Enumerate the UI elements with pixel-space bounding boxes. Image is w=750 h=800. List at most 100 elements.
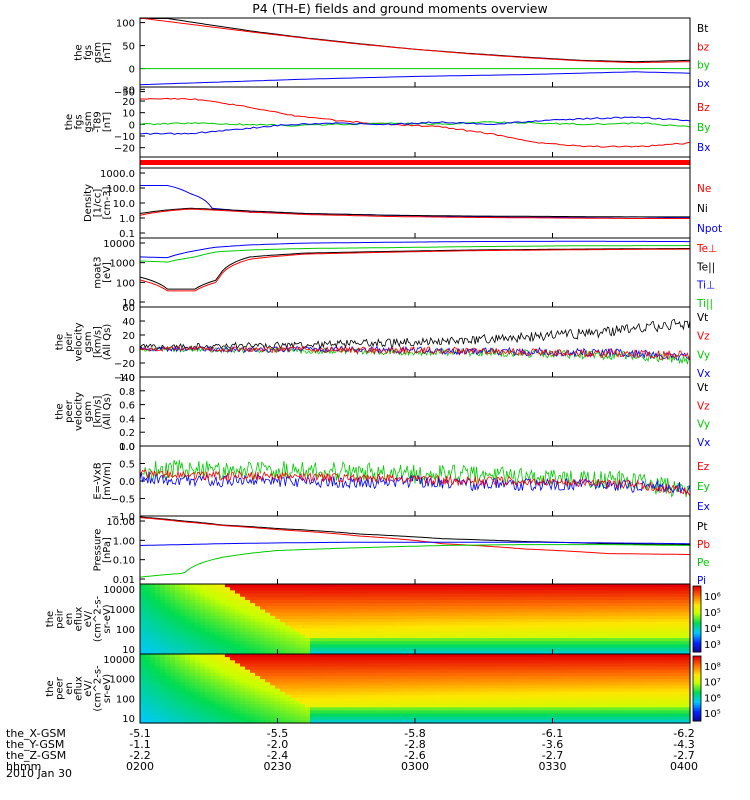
heatmap-cell <box>540 660 546 665</box>
heatmap-cell <box>500 704 506 708</box>
heatmap-cell <box>150 672 156 677</box>
heatmap-cell <box>495 704 501 708</box>
heatmap-cell <box>270 641 276 646</box>
heatmap-cell <box>580 701 586 705</box>
heatmap-cell <box>525 612 531 617</box>
heatmap-cell <box>370 660 376 665</box>
heatmap-cell <box>560 704 566 708</box>
heatmap-cell <box>195 666 201 671</box>
y-tick-label: 10000 <box>103 655 135 666</box>
heatmap-cell <box>655 713 661 718</box>
heatmap-cell <box>650 644 656 649</box>
heatmap-cell <box>400 657 406 661</box>
heatmap-cell <box>285 660 291 665</box>
heatmap-cell <box>570 606 576 611</box>
heatmap-cell <box>665 596 671 601</box>
heatmap-cell <box>660 682 666 686</box>
heatmap-cell <box>335 628 341 633</box>
heatmap-cell <box>210 669 216 674</box>
heatmap-cell <box>430 628 436 633</box>
heatmap-cell <box>490 685 496 690</box>
heatmap-cell <box>270 622 276 626</box>
heatmap-cell <box>205 631 211 636</box>
heatmap-cell <box>335 609 341 614</box>
heatmap-cell <box>555 719 561 724</box>
heatmap-cell <box>600 622 606 626</box>
heatmap-cell <box>395 672 401 677</box>
heatmap-cell <box>460 650 466 655</box>
heatmap-cell <box>235 638 241 642</box>
heatmap-cell <box>140 615 146 620</box>
heatmap-cell <box>195 590 201 595</box>
heatmap-cell <box>660 641 666 646</box>
heatmap-cell <box>665 625 671 630</box>
heatmap-cell <box>685 638 691 642</box>
y-tick-label: 60 <box>122 303 135 314</box>
heatmap-cell <box>585 672 591 677</box>
heatmap-cell <box>585 599 591 604</box>
heatmap-cell <box>490 590 496 595</box>
heatmap-cell <box>440 697 446 702</box>
heatmap-cell <box>230 707 236 712</box>
heatmap-cell <box>655 704 661 708</box>
heatmap-cell <box>320 704 326 708</box>
heatmap-cell <box>630 713 636 718</box>
heatmap-cell <box>270 615 276 620</box>
heatmap-cell <box>165 688 171 693</box>
heatmap-cell <box>615 628 621 633</box>
heatmap-cell <box>285 657 291 661</box>
heatmap-cell <box>655 584 661 588</box>
heatmap-cell <box>345 587 351 591</box>
y-tick-label: 0.2 <box>119 428 135 439</box>
heatmap-cell <box>270 638 276 642</box>
heatmap-cell <box>340 622 346 626</box>
heatmap-cell <box>635 694 641 699</box>
heatmap-cell <box>205 615 211 620</box>
heatmap-cell <box>640 622 646 626</box>
heatmap-cell <box>205 716 211 721</box>
heatmap-cell <box>215 675 221 680</box>
heatmap-cell <box>445 719 451 724</box>
heatmap-cell <box>320 666 326 671</box>
heatmap-cell <box>655 644 661 649</box>
heatmap-cell <box>500 716 506 721</box>
series-line <box>140 97 691 148</box>
heatmap-cell <box>270 650 276 655</box>
heatmap-cell <box>190 596 196 601</box>
heatmap-cell <box>405 596 411 601</box>
heatmap-cell <box>290 679 296 683</box>
heatmap-cell <box>385 701 391 705</box>
heatmap-cell <box>430 691 436 696</box>
heatmap-cell <box>220 587 226 591</box>
heatmap-cell <box>245 654 251 658</box>
heatmap-cell <box>290 685 296 690</box>
heatmap-cell <box>415 713 421 718</box>
heatmap-cell <box>415 701 421 705</box>
heatmap-cell <box>165 719 171 724</box>
heatmap-cell <box>245 701 251 705</box>
heatmap-cell <box>225 657 231 661</box>
heatmap-cell <box>430 672 436 677</box>
heatmap-cell <box>490 619 496 623</box>
heatmap-cell <box>310 609 316 614</box>
heatmap-cell <box>515 719 521 724</box>
heatmap-cell <box>530 593 536 598</box>
heatmap-cell <box>225 599 231 604</box>
heatmap-cell <box>490 647 496 652</box>
heatmap-cell <box>565 603 571 607</box>
heatmap-cell <box>265 609 271 614</box>
heatmap-cell <box>620 641 626 646</box>
heatmap-cell <box>175 603 181 607</box>
heatmap-cell <box>540 647 546 652</box>
heatmap-cell <box>340 609 346 614</box>
heatmap-cell <box>345 609 351 614</box>
heatmap-cell <box>165 631 171 636</box>
heatmap-cell <box>530 707 536 712</box>
heatmap-cell <box>530 584 536 588</box>
heatmap-cell <box>185 593 191 598</box>
heatmap-cell <box>370 612 376 617</box>
heatmap-cell <box>485 647 491 652</box>
heatmap-cell <box>505 622 511 626</box>
heatmap-cell <box>685 631 691 636</box>
heatmap-cell <box>300 606 306 611</box>
